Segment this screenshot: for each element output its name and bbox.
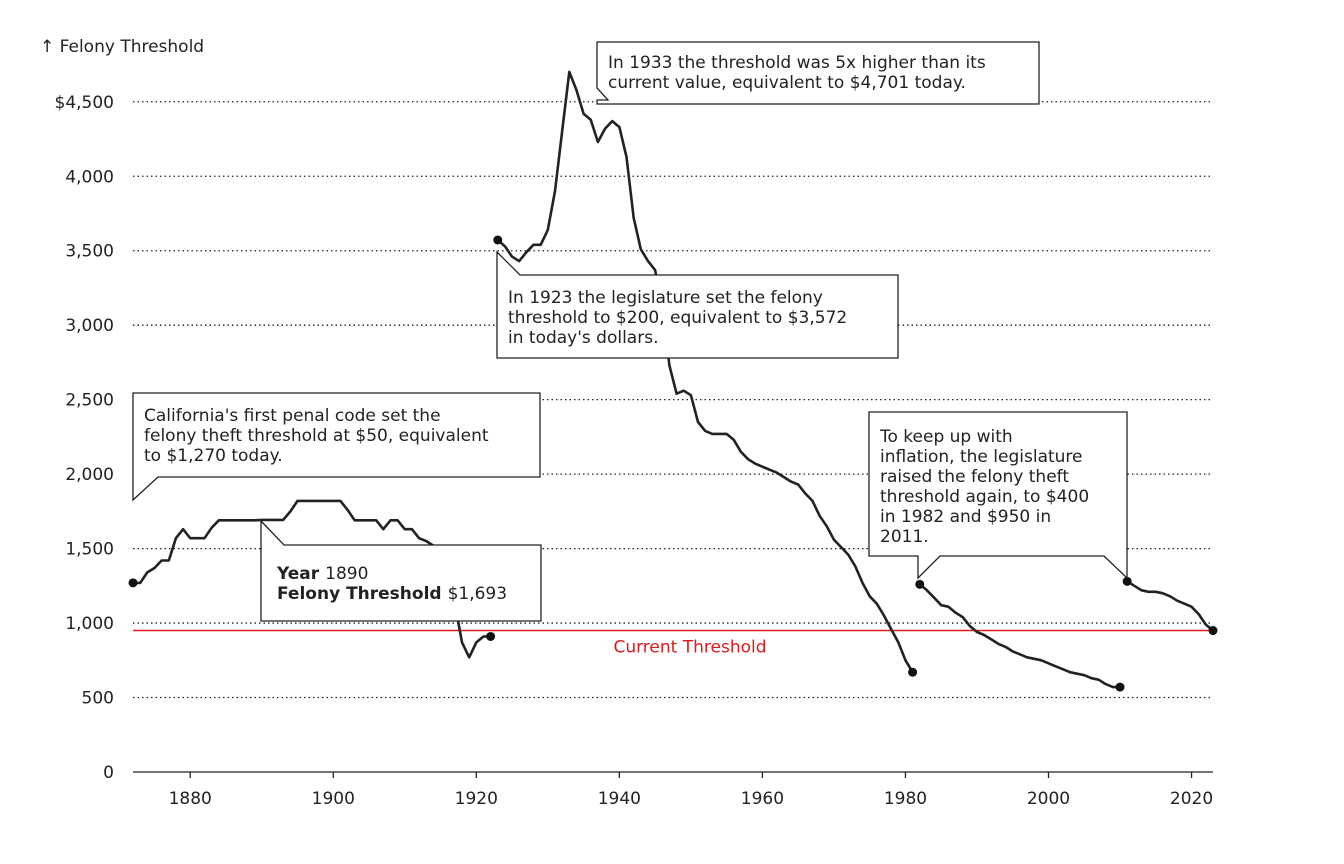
y-axis-ticks: 0 500 1,000 1,500 2,000 2,500 3,000 3,500 4,000 $…	[55, 93, 114, 783]
data-point	[1208, 626, 1218, 636]
data-point	[915, 579, 925, 589]
x-axis: 1880 1900 1920 1940 1960 1980 2000 2020	[133, 771, 1213, 809]
series-line-3	[918, 583, 1120, 689]
callout-text: raised the felony theft	[880, 467, 1069, 487]
series-line-2	[496, 70, 914, 673]
y-tick-label: 500	[82, 689, 114, 709]
callout-box	[132, 392, 541, 502]
tooltip-threshold-value: $1,693	[448, 584, 507, 604]
y-tick-label: $4,500	[55, 93, 114, 113]
tooltip-threshold-label: Felony Threshold	[277, 584, 442, 604]
callout-text: In 1933 the threshold was 5x higher than…	[608, 53, 986, 73]
callout-1: In 1933 the threshold was 5x higher than…	[596, 41, 1040, 105]
x-tick-label: 1940	[598, 789, 641, 809]
callout-text: In 1923 the legislature set the felony	[508, 288, 823, 308]
x-tick-label: 1960	[741, 789, 784, 809]
callout-box	[496, 250, 899, 359]
y-tick-label: 3,500	[65, 242, 114, 262]
callout-text: To keep up with	[879, 427, 1013, 447]
data-point	[1115, 682, 1125, 692]
series-line-1	[133, 499, 491, 659]
callout-text: California's first penal code set the	[144, 406, 441, 426]
x-tick-label: 1880	[169, 789, 212, 809]
y-tick-label: 0	[103, 763, 114, 783]
callout-text: inflation, the legislature	[880, 447, 1083, 467]
series-lines	[133, 70, 1214, 689]
data-point	[493, 235, 503, 245]
callout-text: felony theft threshold at $50, equivalen…	[144, 426, 489, 446]
y-tick-label: 2,000	[65, 465, 114, 485]
series-points	[128, 235, 1218, 692]
tooltip-box	[260, 519, 542, 622]
data-point	[486, 631, 496, 641]
callout-2: In 1923 the legislature set the felonyth…	[496, 250, 899, 359]
callout-text: to $1,270 today.	[144, 446, 283, 466]
tooltip-threshold: Felony Threshold $1,693	[277, 584, 507, 604]
current-threshold-label: Current Threshold	[613, 638, 766, 658]
callout-3: California's first penal code set thefel…	[132, 392, 541, 502]
current-threshold-group: Current Threshold	[133, 629, 1213, 658]
tooltip-year-label: Year	[276, 564, 320, 584]
y-tick-label: 4,000	[65, 167, 114, 187]
data-point	[1122, 576, 1132, 586]
callout-text: in today's dollars.	[508, 328, 658, 348]
series-line-4	[1126, 580, 1214, 632]
y-axis-title: ↑ Felony Threshold	[40, 37, 204, 57]
y-tick-label: 1,500	[65, 540, 114, 560]
callouts: In 1933 the threshold was 5x higher than…	[132, 41, 1128, 580]
x-tick-label: 2020	[1170, 789, 1213, 809]
y-tick-label: 3,000	[65, 316, 114, 336]
x-tick-label: 1980	[884, 789, 927, 809]
tooltip-year: Year 1890	[276, 564, 368, 584]
y-tick-label: 2,500	[65, 391, 114, 411]
x-tick-label: 2000	[1027, 789, 1070, 809]
tooltip-year-value: 1890	[325, 564, 368, 584]
callout-text: current value, equivalent to $4,701 toda…	[608, 73, 966, 93]
callout-text: threshold again, to $400	[880, 487, 1089, 507]
callout-box	[868, 411, 1128, 580]
y-tick-label: 1,000	[65, 614, 114, 634]
x-tick-label: 1900	[312, 789, 355, 809]
callout-text: in 1982 and $950 in	[880, 507, 1051, 527]
callout-box	[596, 41, 1040, 105]
callout-text: 2011.	[880, 527, 929, 547]
data-point	[128, 578, 138, 588]
callout-text: threshold to $200, equivalent to $3,572	[508, 308, 847, 328]
x-tick-label: 1920	[455, 789, 498, 809]
data-point	[908, 667, 918, 677]
